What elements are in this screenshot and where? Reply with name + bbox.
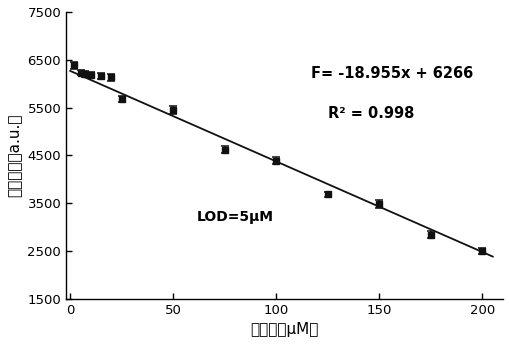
- X-axis label: 氟浓度（μM）: 氟浓度（μM）: [250, 322, 318, 337]
- Text: R² = 0.998: R² = 0.998: [328, 106, 414, 121]
- Y-axis label: 荧光强度（a.u.）: 荧光强度（a.u.）: [7, 114, 22, 197]
- Text: F= -18.955x + 6266: F= -18.955x + 6266: [310, 66, 472, 81]
- Text: LOD=5μM: LOD=5μM: [197, 210, 274, 224]
